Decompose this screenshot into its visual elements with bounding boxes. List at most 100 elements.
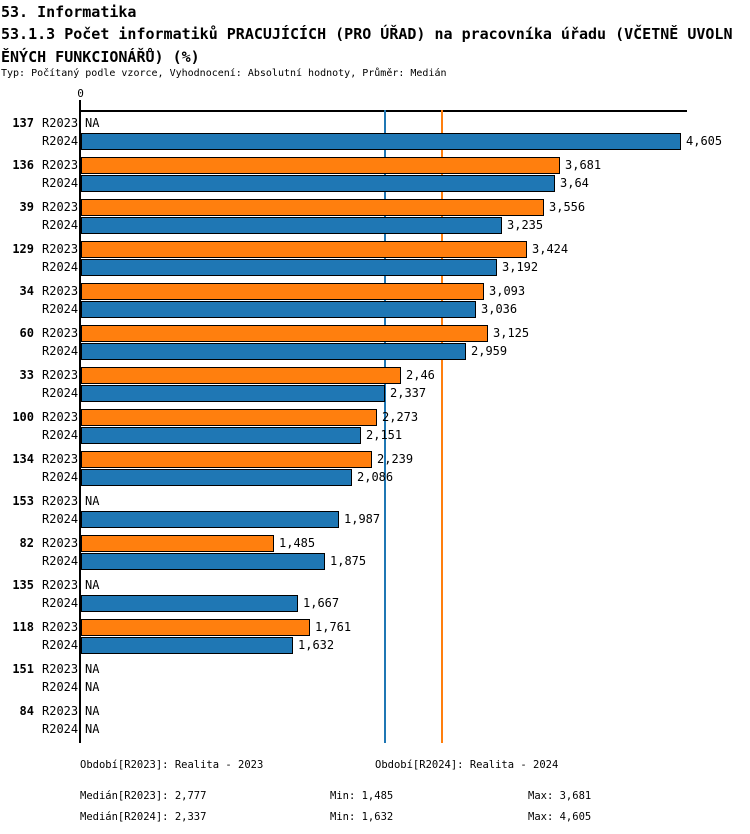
series-label-r2023: R2023 bbox=[42, 578, 79, 592]
series-label-r2024: R2024 bbox=[42, 218, 79, 232]
min-r2024-stat: Min: 1,632 bbox=[330, 811, 394, 823]
bar-group-135: 135 R2023 NA R2024 1,667 bbox=[0, 574, 750, 616]
na-label: NA bbox=[85, 494, 100, 508]
bar-r2023 bbox=[81, 409, 377, 426]
bar-value-label: 2,273 bbox=[382, 410, 419, 424]
bar-group-100: 100 R2023 2,273 R2024 2,151 bbox=[0, 406, 750, 448]
series-label-r2024: R2024 bbox=[42, 344, 79, 358]
series-label-r2023: R2023 bbox=[42, 410, 79, 424]
series-label-r2023: R2023 bbox=[42, 536, 79, 550]
bar-value-label: 1,987 bbox=[344, 512, 381, 526]
bar-group-118: 118 R2023 1,761 R2024 1,632 bbox=[0, 616, 750, 658]
bar-value-label: 3,235 bbox=[507, 218, 544, 232]
na-label: NA bbox=[85, 116, 100, 130]
bar-value-label: 3,192 bbox=[502, 260, 539, 274]
bar-group-60: 60 R2023 3,125 R2024 2,959 bbox=[0, 322, 750, 364]
series-label-r2024: R2024 bbox=[42, 680, 79, 694]
bar-r2024 bbox=[81, 511, 339, 528]
bar-group-136: 136 R2023 3,681 R2024 3,64 bbox=[0, 154, 750, 196]
bar-value-label: 1,485 bbox=[279, 536, 316, 550]
series-label-r2023: R2023 bbox=[42, 368, 79, 382]
bar-value-label: 3,556 bbox=[549, 200, 586, 214]
bar-value-label: 2,151 bbox=[366, 428, 403, 442]
group-label: 33 bbox=[19, 368, 34, 382]
group-label: 82 bbox=[19, 536, 34, 550]
bar-r2023 bbox=[81, 199, 544, 216]
series-label-r2024: R2024 bbox=[42, 428, 79, 442]
bar-r2024 bbox=[81, 133, 681, 150]
series-label-r2023: R2023 bbox=[42, 242, 79, 256]
bar-group-34: 34 R2023 3,093 R2024 3,036 bbox=[0, 280, 750, 322]
series-label-r2023: R2023 bbox=[42, 158, 79, 172]
bar-r2023 bbox=[81, 325, 488, 342]
series-label-r2023: R2023 bbox=[42, 494, 79, 508]
bar-r2024 bbox=[81, 427, 361, 444]
series-label-r2024: R2024 bbox=[42, 260, 79, 274]
bar-group-82: 82 R2023 1,485 R2024 1,875 bbox=[0, 532, 750, 574]
series-label-r2023: R2023 bbox=[42, 116, 79, 130]
page-title: 53. Informatika bbox=[1, 3, 137, 21]
bar-group-134: 134 R2023 2,239 R2024 2,086 bbox=[0, 448, 750, 490]
bar-group-84: 84 R2023 NA R2024 NA bbox=[0, 700, 750, 742]
bar-r2023 bbox=[81, 157, 560, 174]
group-label: 84 bbox=[19, 704, 34, 718]
group-label: 151 bbox=[12, 662, 34, 676]
bar-r2024 bbox=[81, 385, 385, 402]
group-label: 135 bbox=[12, 578, 34, 592]
bar-r2024 bbox=[81, 175, 555, 192]
bar-value-label: 1,761 bbox=[315, 620, 352, 634]
na-label: NA bbox=[85, 722, 100, 736]
series-label-r2024: R2024 bbox=[42, 512, 79, 526]
group-label: 60 bbox=[19, 326, 34, 340]
bar-r2023 bbox=[81, 535, 274, 552]
chart-subtitle-line1: 53.1.3 Počet informatiků PRACUJÍCÍCH (PR… bbox=[1, 25, 733, 43]
bar-value-label: 2,086 bbox=[357, 470, 394, 484]
series-label-r2023: R2023 bbox=[42, 452, 79, 466]
group-label: 34 bbox=[19, 284, 34, 298]
series-label-r2024: R2024 bbox=[42, 386, 79, 400]
median-r2024 bbox=[384, 110, 386, 743]
series-label-r2023: R2023 bbox=[42, 284, 79, 298]
na-label: NA bbox=[85, 662, 100, 676]
series-label-r2024: R2024 bbox=[42, 470, 79, 484]
bar-value-label: 2,959 bbox=[471, 344, 508, 358]
bar-value-label: 3,681 bbox=[565, 158, 602, 172]
group-label: 137 bbox=[12, 116, 34, 130]
bar-group-129: 129 R2023 3,424 R2024 3,192 bbox=[0, 238, 750, 280]
bar-value-label: 1,667 bbox=[303, 596, 340, 610]
bar-r2023 bbox=[81, 451, 372, 468]
min-r2023-stat: Min: 1,485 bbox=[330, 790, 394, 802]
series-label-r2024: R2024 bbox=[42, 638, 79, 652]
legend-r2024: Období[R2024]: Realita - 2024 bbox=[375, 759, 559, 771]
bar-value-label: 3,424 bbox=[532, 242, 569, 256]
bar-r2024 bbox=[81, 553, 325, 570]
bar-value-label: 2,337 bbox=[390, 386, 427, 400]
series-label-r2024: R2024 bbox=[42, 722, 79, 736]
chart-meta: Typ: Počítaný podle vzorce, Vyhodnocení:… bbox=[1, 68, 447, 79]
bar-value-label: 2,239 bbox=[377, 452, 414, 466]
bar-value-label: 3,036 bbox=[481, 302, 518, 316]
bar-value-label: 3,125 bbox=[493, 326, 530, 340]
bar-r2023 bbox=[81, 367, 401, 384]
chart-subtitle-line2: ĚNÝCH FUNKCIONÁŘŮ) (%) bbox=[1, 48, 200, 66]
bar-r2023 bbox=[81, 619, 310, 636]
median-r2023 bbox=[441, 110, 443, 743]
bar-group-33: 33 R2023 2,46 R2024 2,337 bbox=[0, 364, 750, 406]
x-axis-line bbox=[80, 110, 687, 112]
group-label: 153 bbox=[12, 494, 34, 508]
bar-r2024 bbox=[81, 469, 352, 486]
legend-r2023: Období[R2023]: Realita - 2023 bbox=[80, 759, 264, 771]
y-axis-line bbox=[79, 100, 81, 743]
series-label-r2023: R2023 bbox=[42, 620, 79, 634]
max-r2023-stat: Max: 3,681 bbox=[528, 790, 592, 802]
group-label: 39 bbox=[19, 200, 34, 214]
bar-value-label: 4,605 bbox=[686, 134, 723, 148]
median-r2024-stat: Medián[R2024]: 2,337 bbox=[80, 811, 207, 823]
bar-r2024 bbox=[81, 217, 502, 234]
bar-group-137: 137 R2023 NA R2024 4,605 bbox=[0, 112, 750, 154]
na-label: NA bbox=[85, 578, 100, 592]
series-label-r2023: R2023 bbox=[42, 326, 79, 340]
bar-r2024 bbox=[81, 259, 497, 276]
bar-r2024 bbox=[81, 301, 476, 318]
